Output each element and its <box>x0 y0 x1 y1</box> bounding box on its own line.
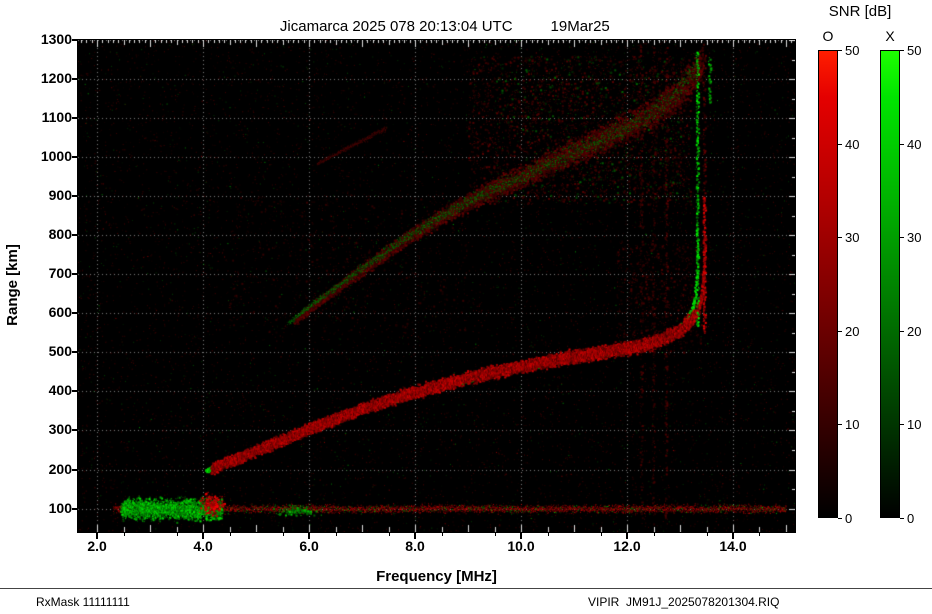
x-minor-tick-mark <box>547 533 549 536</box>
y-tick-label: 700 <box>48 265 72 282</box>
y-tick-mark <box>72 234 78 237</box>
y-tick-mark <box>72 351 78 354</box>
y-tick-mark <box>72 468 78 471</box>
y-tick-label: 600 <box>48 304 72 321</box>
colorbar-tick-label: 10 <box>845 417 860 433</box>
colorbar-tick-label: 0 <box>907 511 915 526</box>
x-tick-label: 4.0 <box>193 538 213 554</box>
x-tick-mark <box>520 533 523 539</box>
x-minor-tick-mark <box>494 533 496 536</box>
rxmask-text: RxMask 11111111 <box>36 595 130 609</box>
colorbar-x-mode-label: X <box>885 28 895 44</box>
x-tick-mark <box>202 533 205 539</box>
y-tick-mark <box>72 312 78 315</box>
colorbar-tick-label: 40 <box>907 136 922 152</box>
x-tick-label: 2.0 <box>87 538 107 554</box>
x-axis-label: Frequency [MHz] <box>376 568 497 585</box>
colorbar-tick-label: 20 <box>907 323 922 339</box>
y-tick-label: 200 <box>48 460 72 477</box>
x-tick-label: 10.0 <box>507 538 535 554</box>
colorbar-x-gradient <box>880 50 900 518</box>
colorbar-o-mode-label: O <box>822 28 834 44</box>
x-minor-tick-mark <box>600 533 602 536</box>
y-tick-label: 1100 <box>41 109 72 126</box>
y-tick-label: 400 <box>48 382 72 399</box>
x-minor-tick-mark <box>229 533 231 536</box>
x-minor-tick-mark <box>282 533 284 536</box>
y-tick-label: 300 <box>48 421 72 438</box>
x-tick-mark <box>414 533 417 539</box>
colorbar-tick-label: 10 <box>907 417 922 433</box>
x-minor-tick-mark <box>123 533 125 536</box>
x-tick-label: 6.0 <box>299 538 319 554</box>
colorbar-tick-mark <box>900 143 904 145</box>
x-minor-tick-mark <box>706 533 708 536</box>
colorbar-tick-mark <box>900 330 904 332</box>
x-minor-tick-mark <box>388 533 390 536</box>
x-tick-mark <box>308 533 311 539</box>
colorbar-tick-mark <box>900 237 904 239</box>
y-tick-mark <box>72 273 78 276</box>
y-tick-mark <box>72 78 78 81</box>
y-tick-label: 100 <box>48 499 72 516</box>
colorbar-tick-mark <box>900 50 904 51</box>
x-minor-tick-mark <box>759 533 761 536</box>
colorbar-tick-mark <box>838 518 842 519</box>
plot-title-text: Jicamarca 2025 078 20:13:04 UTC <box>279 18 513 35</box>
x-tick-label: 12.0 <box>613 538 641 554</box>
x-tick-mark <box>96 533 99 539</box>
x-minor-tick-mark <box>441 533 443 536</box>
colorbar-tick-mark <box>838 50 842 51</box>
footer-divider <box>0 588 932 589</box>
colorbar-tick-mark <box>838 143 842 145</box>
plot-title-date: 19Mar25 <box>550 18 610 35</box>
y-tick-mark <box>72 117 78 120</box>
x-minor-tick-mark <box>653 533 655 536</box>
colorbar-tick-mark <box>838 424 842 426</box>
y-tick-mark <box>72 507 78 510</box>
colorbar-o-gradient <box>818 50 838 518</box>
colorbar-tick-label: 0 <box>845 511 853 526</box>
colorbar-tick-mark <box>900 518 904 519</box>
y-tick-mark <box>72 39 78 41</box>
colorbar-tick-label: 20 <box>845 323 860 339</box>
y-tick-label: 800 <box>48 226 72 243</box>
y-tick-mark <box>72 429 78 432</box>
x-minor-tick-mark <box>335 533 337 536</box>
y-axis-label: Range [km] <box>4 244 21 326</box>
colorbar-tick-label: 30 <box>845 230 860 246</box>
y-tick-mark <box>72 195 78 198</box>
plot-title: Jicamarca 2025 078 20:13:04 UTC 19Mar25 <box>78 1 795 52</box>
colorbar-tick-label: 50 <box>907 43 922 58</box>
y-tick-label: 500 <box>48 343 72 360</box>
x-tick-label: 8.0 <box>405 538 425 554</box>
y-tick-label: 1300 <box>40 31 72 47</box>
y-tick-label: 1000 <box>40 148 72 165</box>
data-file-text: VIPIR JM91J_2025078201304.RIQ <box>588 595 780 609</box>
y-tick-mark <box>72 156 78 159</box>
colorbar-tick-mark <box>838 330 842 332</box>
colorbar-tick-label: 30 <box>907 230 922 246</box>
y-tick-mark <box>72 390 78 393</box>
y-tick-label: 1200 <box>40 70 72 87</box>
x-tick-mark <box>731 533 734 539</box>
colorbar-tick-mark <box>900 424 904 426</box>
x-minor-tick-mark <box>176 533 178 536</box>
snr-colorbar-title: SNR [dB] <box>828 3 892 20</box>
colorbar-tick-mark <box>838 237 842 239</box>
colorbar-tick-label: 40 <box>845 136 860 152</box>
colorbar-tick-label: 50 <box>845 43 860 58</box>
x-tick-label: 14.0 <box>719 538 747 554</box>
y-tick-label: 900 <box>48 187 72 204</box>
ionogram-canvas <box>77 39 796 533</box>
x-tick-mark <box>626 533 628 539</box>
